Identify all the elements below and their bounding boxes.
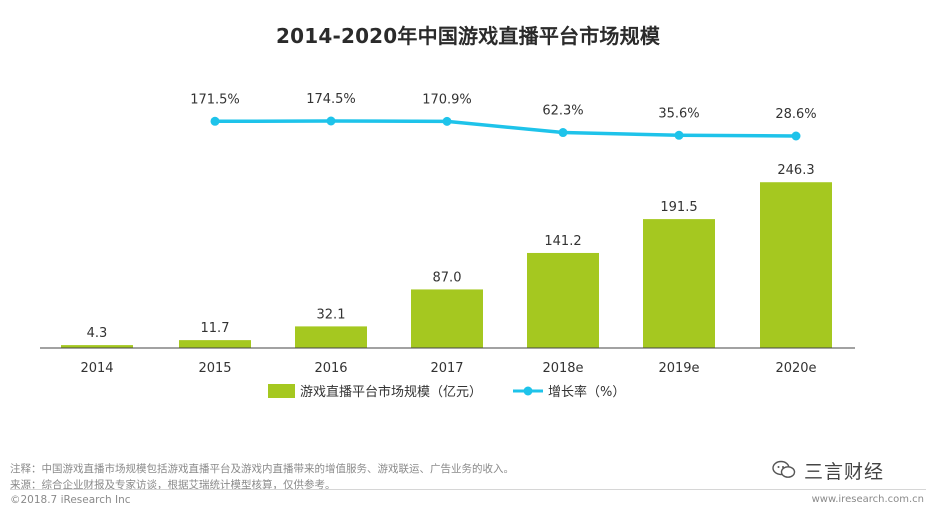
legend: 游戏直播平台市场规模（亿元） 增长率（%）	[268, 384, 625, 400]
bar-value-label: 246.3	[777, 163, 814, 178]
growth-point	[210, 116, 220, 126]
bar-value-label: 87.0	[433, 270, 462, 285]
legend-line-marker	[523, 386, 533, 396]
watermark: 三言财经	[772, 457, 884, 483]
growth-point	[326, 116, 336, 126]
bar-value-label: 4.3	[87, 326, 108, 341]
website: www.iresearch.com.cn	[811, 494, 924, 505]
bar-2014	[61, 345, 133, 348]
bar-value-label: 141.2	[544, 234, 581, 249]
bar-2015	[179, 340, 251, 348]
growth-value-label: 28.6%	[775, 107, 816, 122]
x-tick-label: 2018e	[542, 361, 583, 376]
watermark-text: 三言财经	[804, 460, 885, 483]
growth-point	[558, 128, 568, 138]
bar-value-label: 32.1	[317, 307, 346, 322]
bar-2018e	[527, 252, 599, 348]
source-note: 来源：综合企业财报及专家访谈，根据艾瑞统计模型核算，仅供参考。	[10, 479, 336, 491]
growth-value-label: 171.5%	[190, 92, 240, 107]
legend-bar-swatch	[268, 384, 295, 398]
bar-value-label: 191.5	[660, 200, 697, 215]
growth-line-series: 171.5% 174.5% 170.9% 62.3% 35.6% 28.6%	[190, 92, 817, 141]
copyright: ©2018.7 iResearch Inc	[10, 494, 131, 506]
x-tick-label: 2014	[80, 361, 113, 376]
x-tick-label: 2016	[314, 361, 347, 376]
bar-2019e	[643, 219, 715, 348]
growth-point	[442, 116, 452, 126]
legend-line-label: 增长率（%）	[548, 384, 625, 400]
bar-2016	[295, 326, 367, 348]
x-tick-label: 2019e	[658, 361, 699, 376]
bar-series: 4.3 11.7 32.1 87.0 141.2 191.5 246.3	[61, 163, 832, 348]
growth-value-label: 35.6%	[658, 106, 699, 121]
x-axis: 2014 2015 2016 2017 2018e 2019e 2020e	[40, 347, 855, 376]
growth-point	[791, 131, 801, 141]
bar-2017	[411, 289, 483, 348]
footer-divider	[10, 489, 926, 490]
x-tick-label: 2020e	[775, 361, 816, 376]
bar-2020e	[760, 182, 832, 348]
growth-value-label: 174.5%	[306, 92, 356, 107]
footnote: 注释：中国游戏直播市场规模包括游戏直播平台及游戏内直播带来的增值服务、游戏联运、…	[10, 463, 514, 475]
growth-value-label: 170.9%	[422, 92, 472, 107]
growth-line	[214, 119, 797, 138]
x-tick-label: 2015	[198, 361, 231, 376]
chart-title: 2014-2020年中国游戏直播平台市场规模	[275, 24, 661, 48]
x-tick-label: 2017	[430, 361, 463, 376]
growth-point	[674, 130, 684, 140]
wechat-icon	[772, 460, 796, 480]
legend-bar-label: 游戏直播平台市场规模（亿元）	[300, 384, 482, 400]
growth-value-label: 62.3%	[542, 104, 583, 119]
bar-value-label: 11.7	[201, 321, 230, 336]
